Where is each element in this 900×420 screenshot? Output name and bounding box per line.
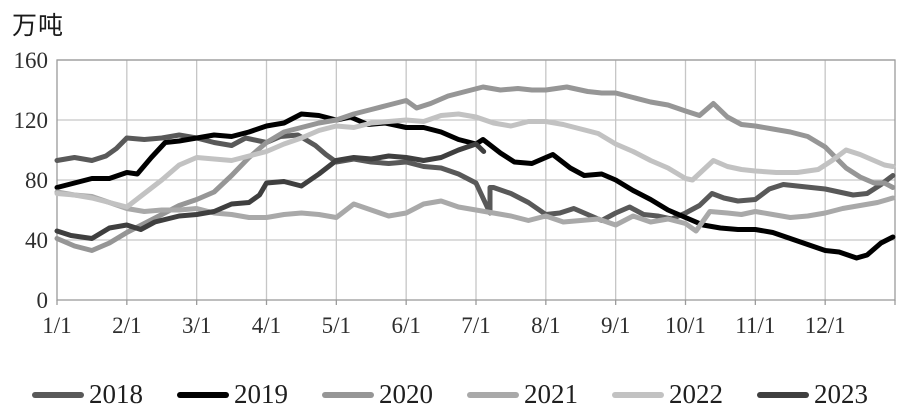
legend-label-2023: 2023: [814, 379, 868, 409]
legend-swatch-2020: [322, 391, 374, 398]
legend-label-2019: 2019: [234, 379, 288, 409]
legend-swatch-2022: [612, 391, 664, 398]
x-tick-label: 6/1: [391, 313, 420, 338]
legend-label-2022: 2022: [669, 379, 723, 409]
y-tick-label: 0: [37, 288, 49, 313]
series-line-2021: [54, 189, 896, 234]
x-tick-label: 11/1: [735, 313, 775, 338]
series-line-2020: [54, 84, 896, 253]
y-axis-unit-label: 万吨: [12, 12, 65, 40]
x-tick-label: 7/1: [461, 313, 490, 338]
legend-swatch-2023: [757, 391, 809, 398]
x-tick-label: 5/1: [322, 313, 351, 338]
y-tick-label: 120: [14, 108, 49, 133]
x-tick-label: 10/1: [665, 313, 706, 338]
legend-swatch-2021: [467, 391, 519, 398]
y-tick-label: 80: [25, 168, 48, 193]
y-tick-label: 40: [25, 228, 48, 253]
legend-swatch-2019: [177, 391, 229, 398]
x-tick-label: 3/1: [182, 313, 211, 338]
plot-area: 0 40 80 120 160 1/1 2/1 3/1 4/1 5/1 6/1 7/1 8/1 9/1 10…: [14, 48, 896, 338]
series-line-2019: [54, 111, 896, 261]
x-tick-label: 8/1: [531, 313, 560, 338]
x-tick-label: 2/1: [112, 313, 141, 338]
series-line-2023: [54, 141, 487, 241]
chart-legend: 2018 2019 2020 2021 2022 2023: [0, 381, 900, 408]
legend-label-2018: 2018: [89, 379, 143, 409]
legend-item-2022: 2022: [612, 381, 723, 408]
x-tick-label: 9/1: [601, 313, 630, 338]
y-tick-label: 160: [14, 48, 49, 73]
x-tick-label: 4/1: [252, 313, 281, 338]
x-tick-label: 1/1: [42, 313, 71, 338]
legend-label-2021: 2021: [524, 379, 578, 409]
x-tick-label: 12/1: [805, 313, 846, 338]
legend-swatch-2018: [32, 391, 84, 398]
series-line-2022: [54, 111, 896, 210]
legend-item-2023: 2023: [757, 381, 868, 408]
legend-item-2021: 2021: [467, 381, 578, 408]
legend-item-2020: 2020: [322, 381, 433, 408]
legend-item-2018: 2018: [32, 381, 143, 408]
legend-item-2019: 2019: [177, 381, 288, 408]
legend-label-2020: 2020: [379, 379, 433, 409]
series-line-2018: [54, 132, 896, 223]
